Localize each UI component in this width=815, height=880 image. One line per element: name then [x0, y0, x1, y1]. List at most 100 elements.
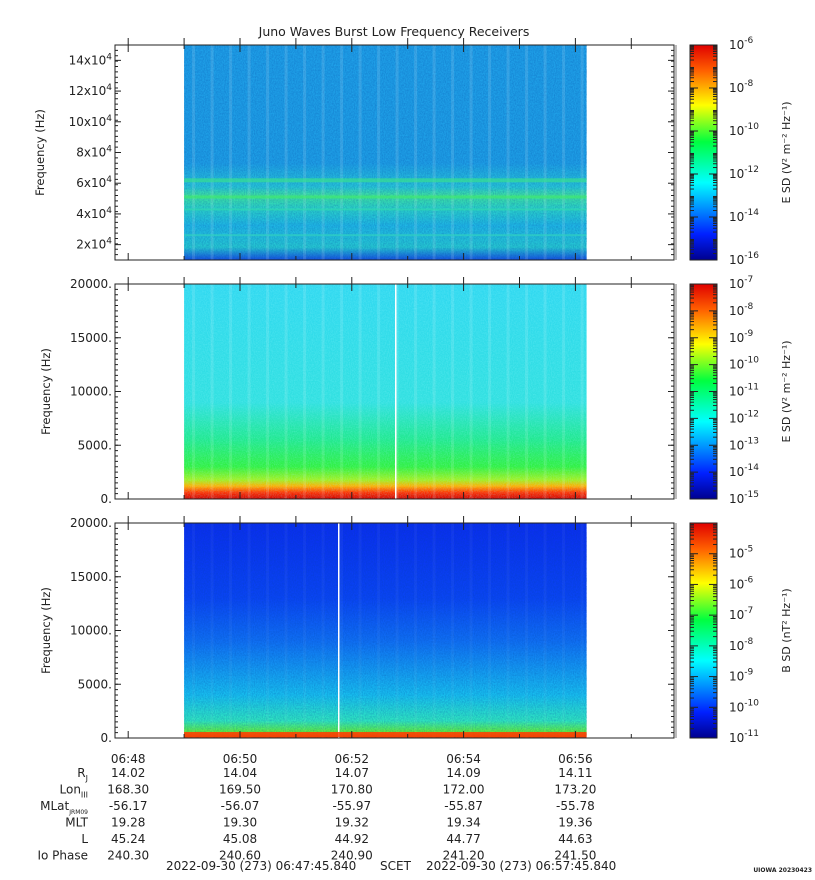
- spectral-band: [184, 208, 587, 211]
- ephemeris-value: 168.30: [107, 783, 149, 797]
- y-tick-label: 8x104: [76, 145, 112, 160]
- spectrogram-striation: [451, 284, 455, 499]
- spectrogram-striation: [266, 45, 270, 260]
- spectrogram-striation: [414, 45, 418, 260]
- y-tick-label: 6x104: [76, 175, 112, 190]
- ephemeris-value: 45.24: [111, 832, 145, 846]
- y-tick-label: 15000.: [70, 331, 112, 345]
- spectrogram-striation: [451, 45, 455, 260]
- ephemeris-value: 44.77: [446, 832, 480, 846]
- y-tick-label: 5000.: [78, 438, 112, 452]
- time-tick-label: 06:52: [334, 752, 369, 766]
- colorbar-label: E SD (V² m⁻² Hz⁻¹): [780, 340, 793, 442]
- y-tick-label: 20000.: [70, 516, 112, 530]
- spectrogram-striation: [395, 284, 399, 499]
- y-tick-label: 10000.: [70, 624, 112, 638]
- y-tick-label: 5000.: [78, 677, 112, 691]
- colorbar-tick-label: 10-7: [729, 606, 753, 622]
- ephemeris-value: 19.34: [446, 816, 480, 830]
- ephemeris-value: 19.36: [558, 816, 592, 830]
- ephemeris-row-label: MLatJRM09: [40, 799, 88, 816]
- colorbar-tick-label: 10-9: [729, 329, 754, 345]
- spectrogram-striation: [580, 45, 584, 260]
- colorbar-frame: [689, 522, 718, 739]
- figure-title: Juno Waves Burst Low Frequency Receivers: [258, 24, 530, 39]
- colorbar-tick-label: 10-8: [729, 637, 754, 653]
- ephemeris-value: 240.30: [107, 849, 149, 863]
- colorbar-tick-label: 10-12: [729, 165, 759, 181]
- colorbar-tick-label: 10-6: [729, 36, 754, 52]
- spectrogram-striation: [506, 523, 510, 738]
- ephemeris-value: 14.11: [558, 766, 592, 780]
- y-tick-label: 15000.: [70, 570, 112, 584]
- ephemeris-value: -55.78: [556, 799, 595, 813]
- data-gap-line: [338, 523, 340, 738]
- spectrogram-striation: [321, 523, 325, 738]
- footer-start-time: 2022-09-30 (273) 06:47:45.840: [166, 859, 356, 873]
- ephemeris-value: 44.92: [335, 832, 369, 846]
- ephemeris-value: 19.32: [335, 816, 369, 830]
- spectrogram-striation: [469, 45, 473, 260]
- y-tick-label: 10x104: [69, 114, 113, 129]
- spectrogram-striation: [284, 45, 288, 260]
- spectrogram-striation: [284, 284, 288, 499]
- colorbar-tick-label: 10-10: [729, 698, 759, 714]
- spectrogram-striation: [247, 284, 251, 499]
- colorbar: [690, 523, 717, 738]
- spectrogram-striation: [266, 523, 270, 738]
- spectrogram-striation: [543, 523, 547, 738]
- spectrogram-striation: [192, 523, 196, 738]
- colorbar-tick-label: 10-16: [729, 251, 759, 267]
- ephemeris-value: 173.20: [554, 783, 596, 797]
- spectrogram-striation: [562, 284, 566, 499]
- ephemeris-value: 169.50: [219, 783, 261, 797]
- time-tick-label: 06:56: [558, 752, 593, 766]
- spectrogram-striation: [210, 284, 214, 499]
- spectrogram-striation: [321, 45, 325, 260]
- ephemeris-value: 241.50: [554, 849, 596, 863]
- ephemeris-row-label: LonIII: [60, 783, 89, 800]
- colorbar-tick-label: 10-14: [729, 463, 759, 479]
- y-axis-label: Frequency (Hz): [39, 348, 53, 435]
- ephemeris-row-label: RJ: [77, 766, 88, 783]
- spectrogram-striation: [432, 523, 436, 738]
- spectrogram-striation: [358, 284, 362, 499]
- y-tick-label: 0.: [101, 492, 112, 506]
- spectrogram-striation: [562, 45, 566, 260]
- spectrogram-noise-1: [184, 45, 587, 260]
- ephemeris-value: -55.97: [332, 799, 371, 813]
- spectrogram-striation: [340, 45, 344, 260]
- ephemeris-value: 241.20: [443, 849, 485, 863]
- ephemeris-row-label: MLT: [65, 816, 88, 830]
- ephemeris-row-label: Io Phase: [37, 849, 88, 863]
- ephemeris-value: 45.08: [223, 832, 257, 846]
- colorbar-tick-label: 10-6: [729, 575, 754, 591]
- spectrogram-panel-1: 2x104 4x104 6x104 8x104 10x104 12x104 14x104 Fr…: [33, 36, 793, 267]
- spectrogram-striation: [488, 523, 492, 738]
- y-tick-label: 10000.: [70, 385, 112, 399]
- colorbar-tick-label: 10-7: [729, 275, 753, 291]
- ephemeris-value: 19.30: [223, 816, 257, 830]
- colorbar-tick-label: 10-11: [729, 383, 759, 399]
- spectrogram-striation: [506, 45, 510, 260]
- ephemeris-value: 14.09: [446, 766, 480, 780]
- spectrogram-noise-3: [184, 523, 587, 738]
- spectral-band: [184, 178, 587, 183]
- ephemeris-value: 170.80: [331, 783, 373, 797]
- spectrogram-striation: [377, 284, 381, 499]
- colorbar-tick-label: 10-8: [729, 79, 754, 95]
- colorbar-tick-label: 10-11: [729, 729, 759, 745]
- spectrogram-striation: [543, 284, 547, 499]
- spectrogram-striation: [303, 45, 307, 260]
- colorbar-tick-label: 10-15: [729, 490, 759, 506]
- ephemeris-row-label: L: [81, 832, 88, 846]
- spectrogram-striation: [562, 523, 566, 738]
- spectrogram-striation: [358, 45, 362, 260]
- spectrogram-striation: [340, 284, 344, 499]
- spectrogram-striation: [395, 523, 399, 738]
- spectrogram-striation: [247, 523, 251, 738]
- colorbar-tick-label: 10-5: [729, 545, 753, 561]
- colorbar: [690, 45, 717, 260]
- spectrogram-striation: [377, 523, 381, 738]
